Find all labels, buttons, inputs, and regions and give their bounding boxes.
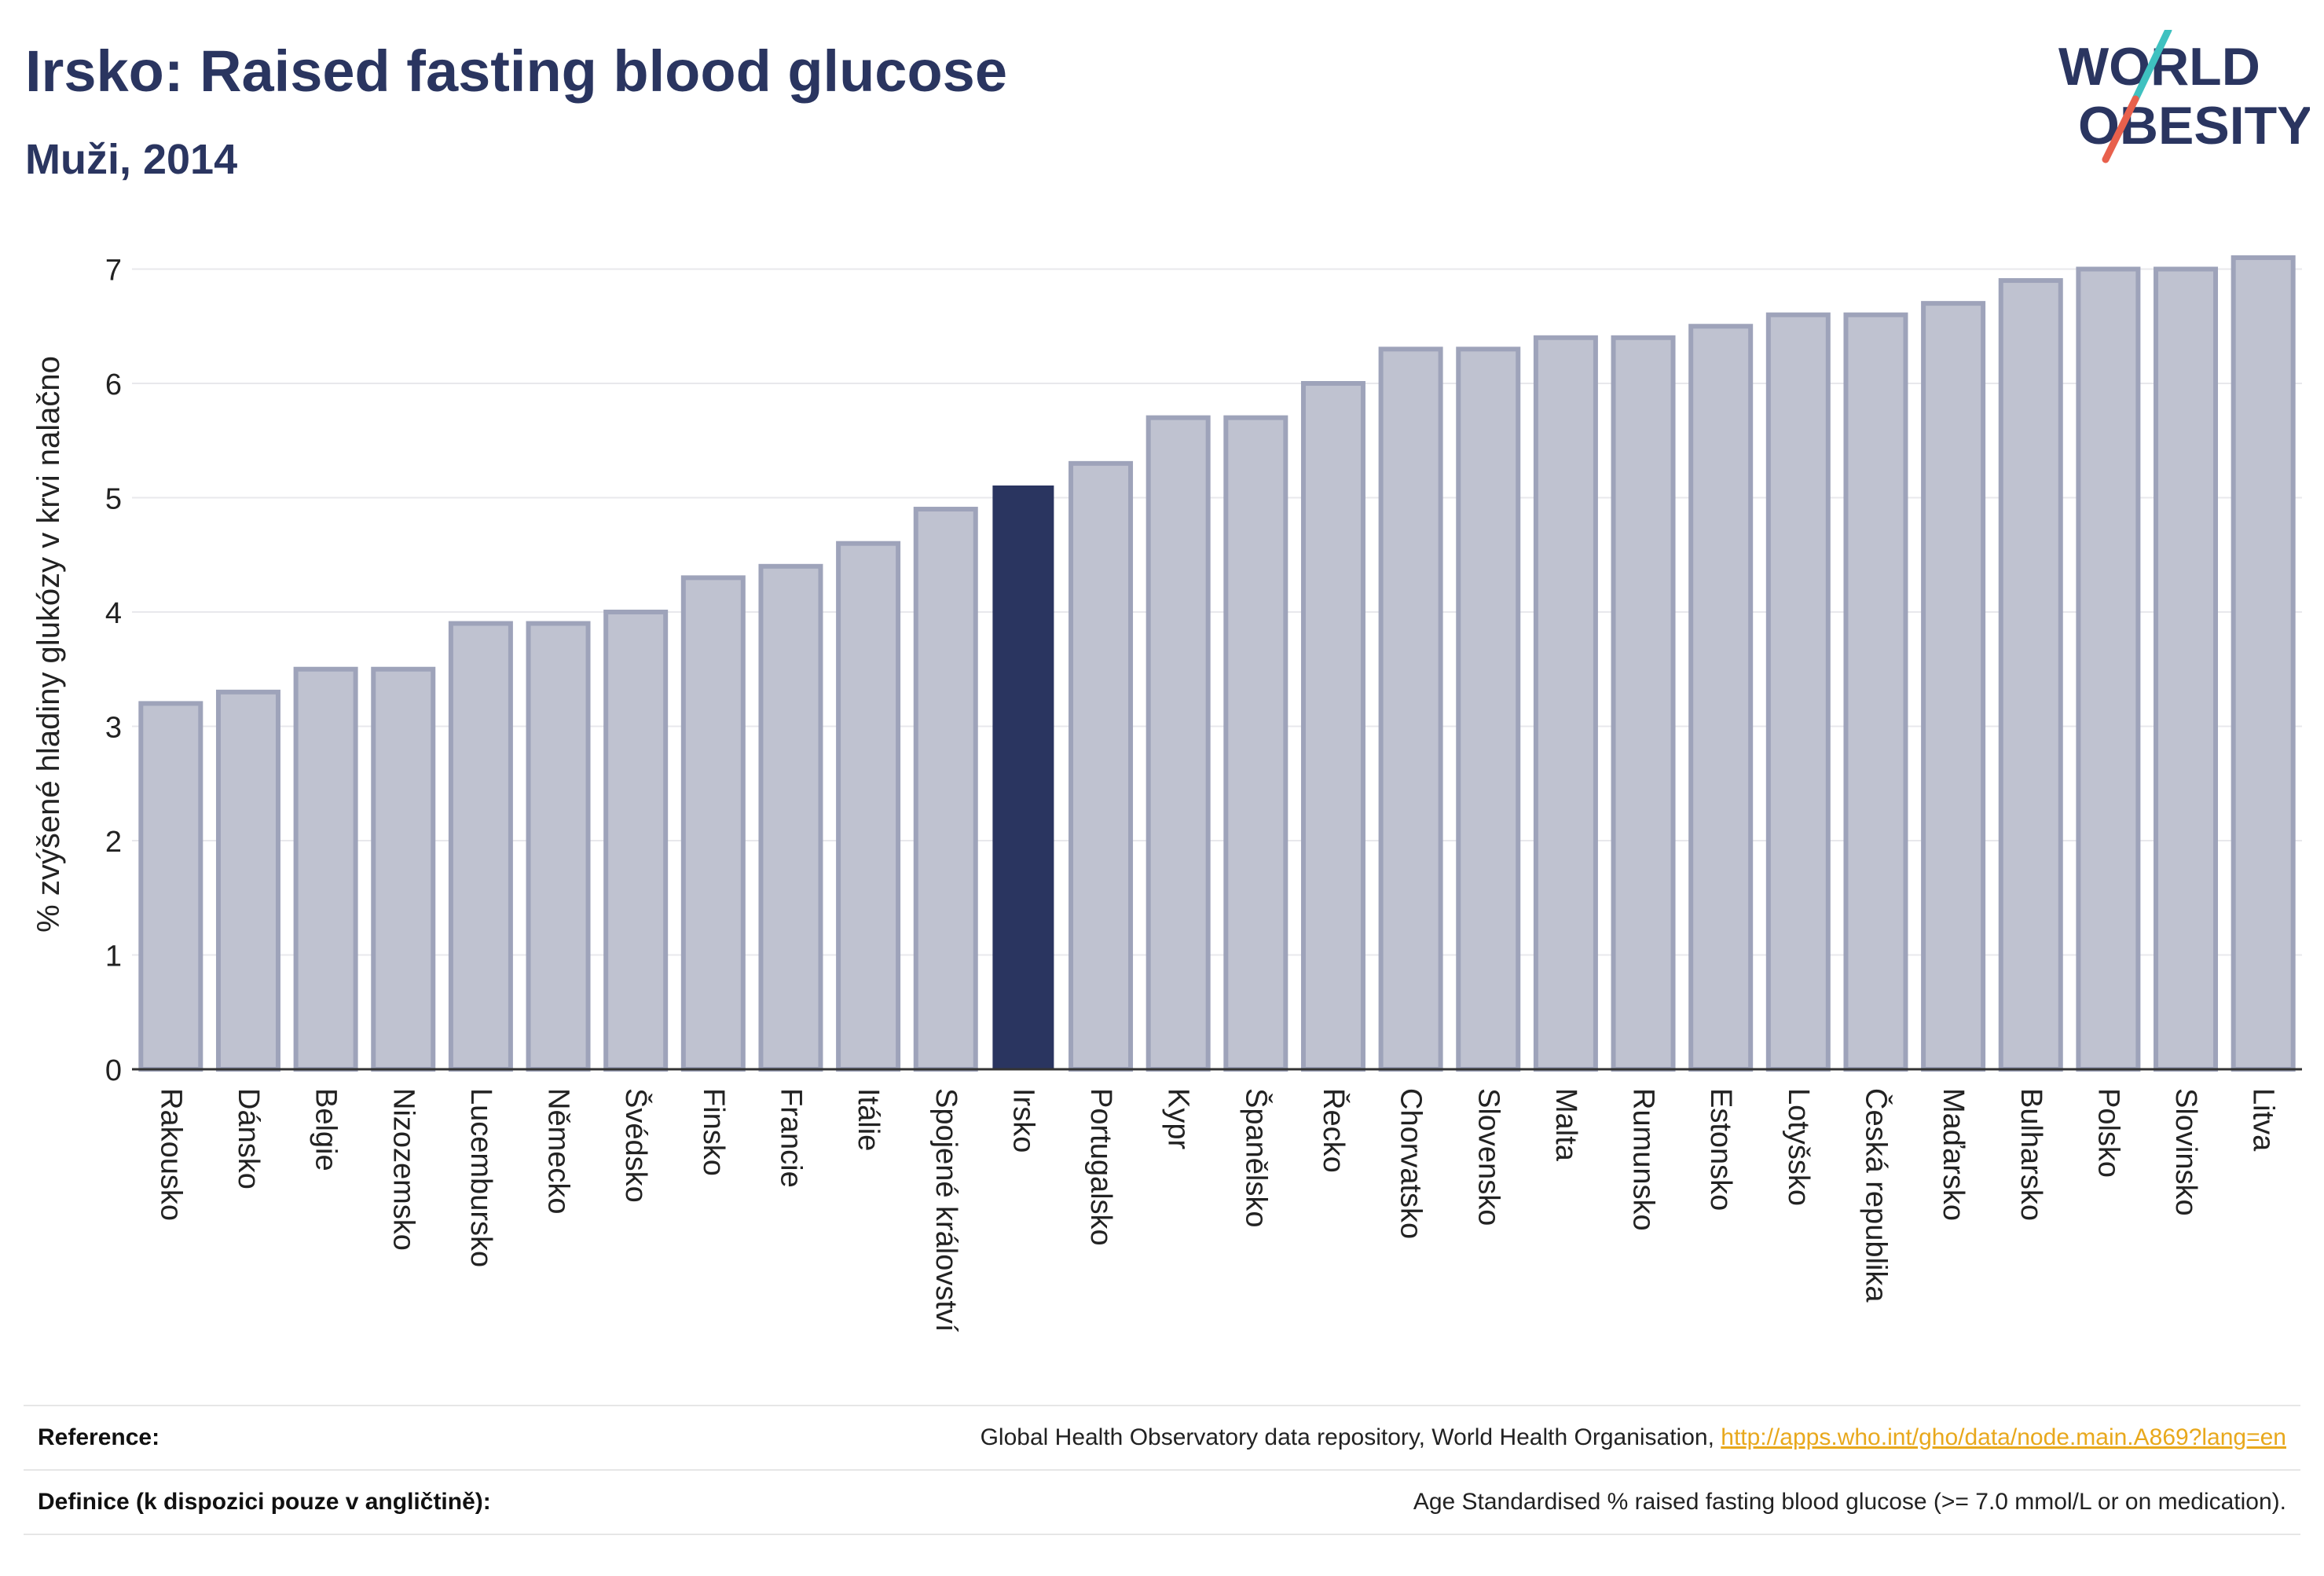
bar-kypr bbox=[1146, 415, 1211, 1072]
bar-chart: 0 1 2 3 4 5 6 7 Rakousko Dánsko Belgie Nizozemsko L… bbox=[31, 255, 2302, 1332]
chart-footer: Reference: Global Health Observatory dat… bbox=[24, 1405, 2300, 1535]
y-tick-label: 1 bbox=[105, 940, 122, 973]
definition-value: Age Standardised % raised fasting blood … bbox=[1413, 1489, 2286, 1515]
x-tick-labels: Rakousko Dánsko Belgie Nizozemsko Lucembursk… bbox=[154, 1088, 2279, 1332]
logo-slash-teal bbox=[2132, 30, 2172, 103]
reference-row: Reference: Global Health Observatory dat… bbox=[24, 1405, 2300, 1469]
bar-malta bbox=[1533, 335, 1598, 1072]
bar-litva bbox=[2231, 255, 2296, 1072]
x-tick-label: Francie bbox=[774, 1088, 807, 1188]
bar-slovensko bbox=[1456, 346, 1521, 1072]
x-tick-label: Irsko bbox=[1006, 1088, 1039, 1153]
x-tick-label: Řecko bbox=[1317, 1088, 1351, 1173]
y-axis-label: % zvýšené hladiny glukózy v krvi nalačno bbox=[31, 356, 66, 933]
x-tick-label: Kypr bbox=[1162, 1088, 1195, 1149]
logo-slash-red bbox=[2102, 95, 2139, 163]
x-tick-label: Švédsko bbox=[619, 1088, 654, 1203]
y-tick-label: 4 bbox=[105, 597, 122, 630]
definition-row: Definice (k dispozici pouze v angličtině… bbox=[24, 1469, 2300, 1535]
y-tick-label: 3 bbox=[105, 712, 122, 745]
x-tick-label: Nizozemsko bbox=[387, 1088, 420, 1251]
bar-česká-republika bbox=[1843, 312, 1908, 1072]
x-tick-label: Bulharsko bbox=[2014, 1088, 2047, 1221]
y-tick-labels: 0 1 2 3 4 5 6 7 bbox=[105, 255, 122, 1088]
reference-value: Global Health Observatory data repositor… bbox=[981, 1424, 2300, 1451]
bar-itálie bbox=[836, 541, 901, 1072]
bar-estonsko bbox=[1688, 324, 1754, 1072]
x-tick-label: Spojené království bbox=[929, 1088, 962, 1332]
bar-finsko bbox=[680, 575, 746, 1072]
y-tick-label: 7 bbox=[105, 255, 122, 288]
y-tick-label: 6 bbox=[105, 368, 122, 401]
x-tick-label: Slovensko bbox=[1472, 1088, 1505, 1226]
reference-text: Global Health Observatory data repositor… bbox=[980, 1424, 1721, 1450]
x-tick-label: Rumunsko bbox=[1627, 1088, 1660, 1231]
y-tick-label: 5 bbox=[105, 483, 122, 516]
bar-bulharsko bbox=[1998, 278, 2063, 1072]
y-tick-label: 0 bbox=[105, 1054, 122, 1087]
bars bbox=[138, 255, 2296, 1072]
x-tick-label: Maďarsko bbox=[1937, 1088, 1970, 1221]
bar-dánsko bbox=[215, 689, 280, 1072]
x-tick-label: Itálie bbox=[852, 1088, 885, 1151]
bar-polsko bbox=[2076, 266, 2141, 1072]
x-tick-label: Chorvatsko bbox=[1395, 1088, 1428, 1239]
bar-belgie bbox=[293, 666, 358, 1072]
x-tick-label: Dánsko bbox=[232, 1088, 265, 1189]
x-tick-label: Finsko bbox=[697, 1088, 730, 1176]
x-tick-label: Německo bbox=[542, 1088, 575, 1215]
bar-španělsko bbox=[1223, 415, 1288, 1072]
definition-label: Definice (k dispozici pouze v angličtině… bbox=[38, 1489, 491, 1515]
bar-německo bbox=[526, 621, 591, 1072]
bar-portugalsko bbox=[1069, 460, 1134, 1072]
x-tick-label: Lotyšsko bbox=[1782, 1088, 1815, 1206]
x-tick-label: Polsko bbox=[2091, 1088, 2124, 1178]
bar-maďarsko bbox=[1921, 301, 1986, 1072]
bar-nizozemsko bbox=[371, 666, 436, 1072]
reference-link[interactable]: http://apps.who.int/gho/data/node.main.A… bbox=[1721, 1424, 2286, 1450]
x-tick-label: Malta bbox=[1549, 1088, 1582, 1162]
bar-slovinsko bbox=[2154, 266, 2219, 1072]
bar-irsko bbox=[992, 485, 1054, 1070]
x-tick-label: Estonsko bbox=[1704, 1088, 1737, 1211]
bar-řecko bbox=[1300, 381, 1365, 1072]
x-tick-label: Rakousko bbox=[154, 1088, 187, 1221]
bar-lucembursko bbox=[448, 621, 513, 1072]
x-tick-label: Litva bbox=[2247, 1088, 2280, 1152]
x-tick-label: Belgie bbox=[310, 1088, 343, 1171]
bar-chorvatsko bbox=[1378, 346, 1443, 1072]
world-obesity-logo: WORLD OBESITY bbox=[2058, 30, 2310, 163]
x-tick-label: Slovinsko bbox=[2169, 1088, 2202, 1216]
logo-line-2: OBESITY bbox=[2078, 96, 2310, 156]
x-tick-label: Portugalsko bbox=[1084, 1088, 1117, 1246]
bar-rumunsko bbox=[1611, 335, 1676, 1072]
bar-francie bbox=[758, 563, 823, 1072]
y-tick-label: 2 bbox=[105, 826, 122, 859]
x-tick-label: Lucembursko bbox=[464, 1088, 497, 1267]
chart-subtitle: Muži, 2014 bbox=[25, 136, 238, 183]
bar-rakousko bbox=[138, 701, 203, 1072]
x-tick-label: Španělsko bbox=[1239, 1088, 1274, 1227]
bar-švédsko bbox=[603, 610, 669, 1072]
reference-label: Reference: bbox=[38, 1424, 160, 1450]
x-tick-label: Česká republika bbox=[1859, 1088, 1893, 1303]
chart-title: Irsko: Raised fasting blood glucose bbox=[25, 38, 1007, 104]
bar-lotyšsko bbox=[1765, 312, 1831, 1072]
bar-spojené-království bbox=[913, 507, 978, 1072]
